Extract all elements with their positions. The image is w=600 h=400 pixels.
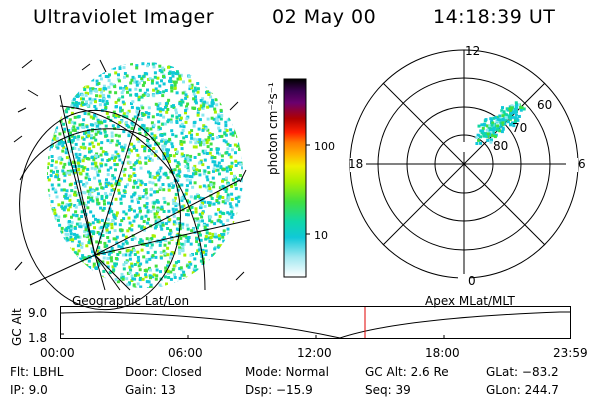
info-glon: GLon: 244.7	[486, 383, 559, 397]
instrument-title: Ultraviolet Imager	[33, 6, 215, 28]
info-door: Door: Closed	[125, 365, 202, 379]
mlt-label-18: 18	[348, 157, 364, 171]
mlat-label-70: 70	[512, 121, 528, 135]
altitude-ylabel: GC Alt	[10, 308, 24, 346]
left-panel-caption: Geographic Lat/Lon	[72, 294, 190, 308]
info-glat: GLat: −83.2	[486, 365, 559, 379]
altitude-plot	[60, 306, 571, 339]
info-gain: Gain: 13	[125, 383, 176, 397]
altitude-xtick-3: 18:00	[425, 346, 460, 360]
colorbar	[283, 78, 310, 278]
info-ip: IP: 9.0	[10, 383, 48, 397]
altitude-xtick-1: 06:00	[168, 346, 203, 360]
polar-plot	[349, 49, 579, 284]
altitude-ytick-1-8: 1.8	[28, 331, 48, 345]
colorbar-tick-100: 100	[314, 140, 335, 153]
info-dsp: Dsp: −15.9	[245, 383, 313, 397]
altitude-xtick-4: 23:59	[553, 346, 588, 360]
altitude-xtick-2: 12:00	[297, 346, 332, 360]
time-label: 14:18:39 UT	[433, 6, 556, 28]
colorbar-unit-label: photon cm⁻²s⁻¹	[266, 82, 280, 175]
mlat-label-60: 60	[537, 98, 553, 112]
altitude-xtick-0: 00:00	[40, 346, 75, 360]
mlt-label-6: 6	[578, 157, 586, 171]
info-gc-alt: GC Alt: 2.6 Re	[365, 365, 449, 379]
colorbar-tick-10: 10	[314, 229, 328, 242]
right-panel-caption: Apex MLat/MLT	[425, 294, 515, 308]
mlat-label-80: 80	[493, 139, 509, 153]
info-seq: Seq: 39	[365, 383, 411, 397]
mlt-label-12: 12	[465, 44, 481, 58]
date-label: 02 May 00	[272, 6, 377, 28]
info-mode: Mode: Normal	[245, 365, 329, 379]
geographic-image	[13, 59, 251, 311]
mlt-label-0: 0	[468, 274, 476, 288]
info-flt: Flt: LBHL	[10, 365, 64, 379]
altitude-ytick-9: 9.0	[28, 306, 48, 320]
